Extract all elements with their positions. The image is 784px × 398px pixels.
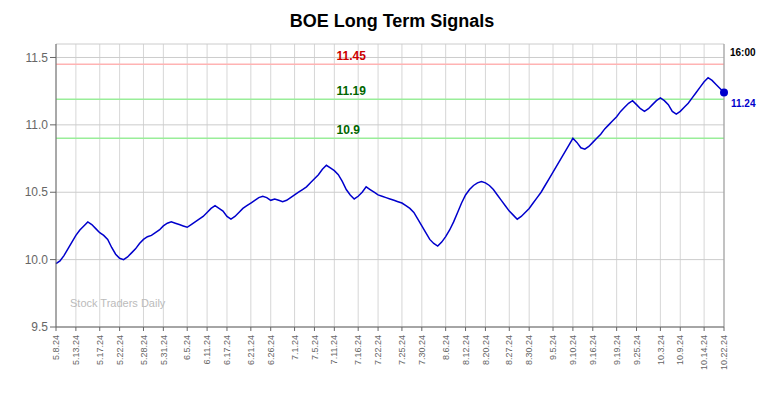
svg-text:9.25.24: 9.25.24 <box>632 335 642 365</box>
svg-text:9.5.24: 9.5.24 <box>548 335 558 360</box>
svg-text:5.13.24: 5.13.24 <box>71 335 81 365</box>
svg-text:10.9.24: 10.9.24 <box>675 335 685 365</box>
svg-text:6.26.24: 6.26.24 <box>266 335 276 365</box>
svg-text:8.20.24: 8.20.24 <box>481 335 491 365</box>
svg-text:5.17.24: 5.17.24 <box>95 335 105 365</box>
svg-text:7.22.24: 7.22.24 <box>373 335 383 365</box>
svg-text:11.24: 11.24 <box>731 98 756 109</box>
svg-text:10.0: 10.0 <box>25 253 49 267</box>
svg-text:5.8.24: 5.8.24 <box>51 335 61 360</box>
svg-text:7.30.24: 7.30.24 <box>417 335 427 365</box>
svg-text:10.22.24: 10.22.24 <box>719 335 729 370</box>
svg-text:6.17.24: 6.17.24 <box>222 335 232 365</box>
svg-text:8.27.24: 8.27.24 <box>504 335 514 365</box>
svg-text:8.12.24: 8.12.24 <box>461 335 471 365</box>
svg-text:5.31.24: 5.31.24 <box>159 335 169 365</box>
svg-text:6.5.24: 6.5.24 <box>182 335 192 360</box>
svg-text:7.25.24: 7.25.24 <box>397 335 407 365</box>
svg-text:16:00: 16:00 <box>730 47 756 58</box>
svg-text:11.5: 11.5 <box>26 51 49 65</box>
svg-text:7.1.24: 7.1.24 <box>290 335 300 360</box>
svg-text:6.21.24: 6.21.24 <box>246 335 256 365</box>
svg-text:10.3.24: 10.3.24 <box>656 335 666 365</box>
svg-text:6.11.24: 6.11.24 <box>202 335 212 364</box>
svg-text:9.10.24: 9.10.24 <box>568 335 578 365</box>
svg-text:9.19.24: 9.19.24 <box>612 335 622 365</box>
svg-text:7.16.24: 7.16.24 <box>353 335 363 365</box>
html-text:BOE Long Term Signals: BOE Long Term Signals <box>289 11 495 31</box>
svg-text:11.45: 11.45 <box>337 49 367 63</box>
svg-text:10.5: 10.5 <box>25 185 49 199</box>
svg-text:7.11.24: 7.11.24 <box>329 335 339 364</box>
svg-text:11.0: 11.0 <box>26 118 49 132</box>
html-text:Stock Traders Daily: Stock Traders Daily <box>70 297 166 309</box>
svg-text:5.28.24: 5.28.24 <box>139 335 149 365</box>
svg-text:8.30.24: 8.30.24 <box>524 335 534 365</box>
svg-text:11.19: 11.19 <box>337 84 367 98</box>
svg-text:8.6.24: 8.6.24 <box>441 335 451 360</box>
svg-text:5.22.24: 5.22.24 <box>115 335 125 365</box>
svg-text:10.14.24: 10.14.24 <box>699 335 709 370</box>
svg-text:9.16.24: 9.16.24 <box>588 335 598 365</box>
svg-text:7.5.24: 7.5.24 <box>310 335 320 360</box>
svg-text:9.5: 9.5 <box>31 320 48 334</box>
svg-text:10.9: 10.9 <box>337 123 361 137</box>
